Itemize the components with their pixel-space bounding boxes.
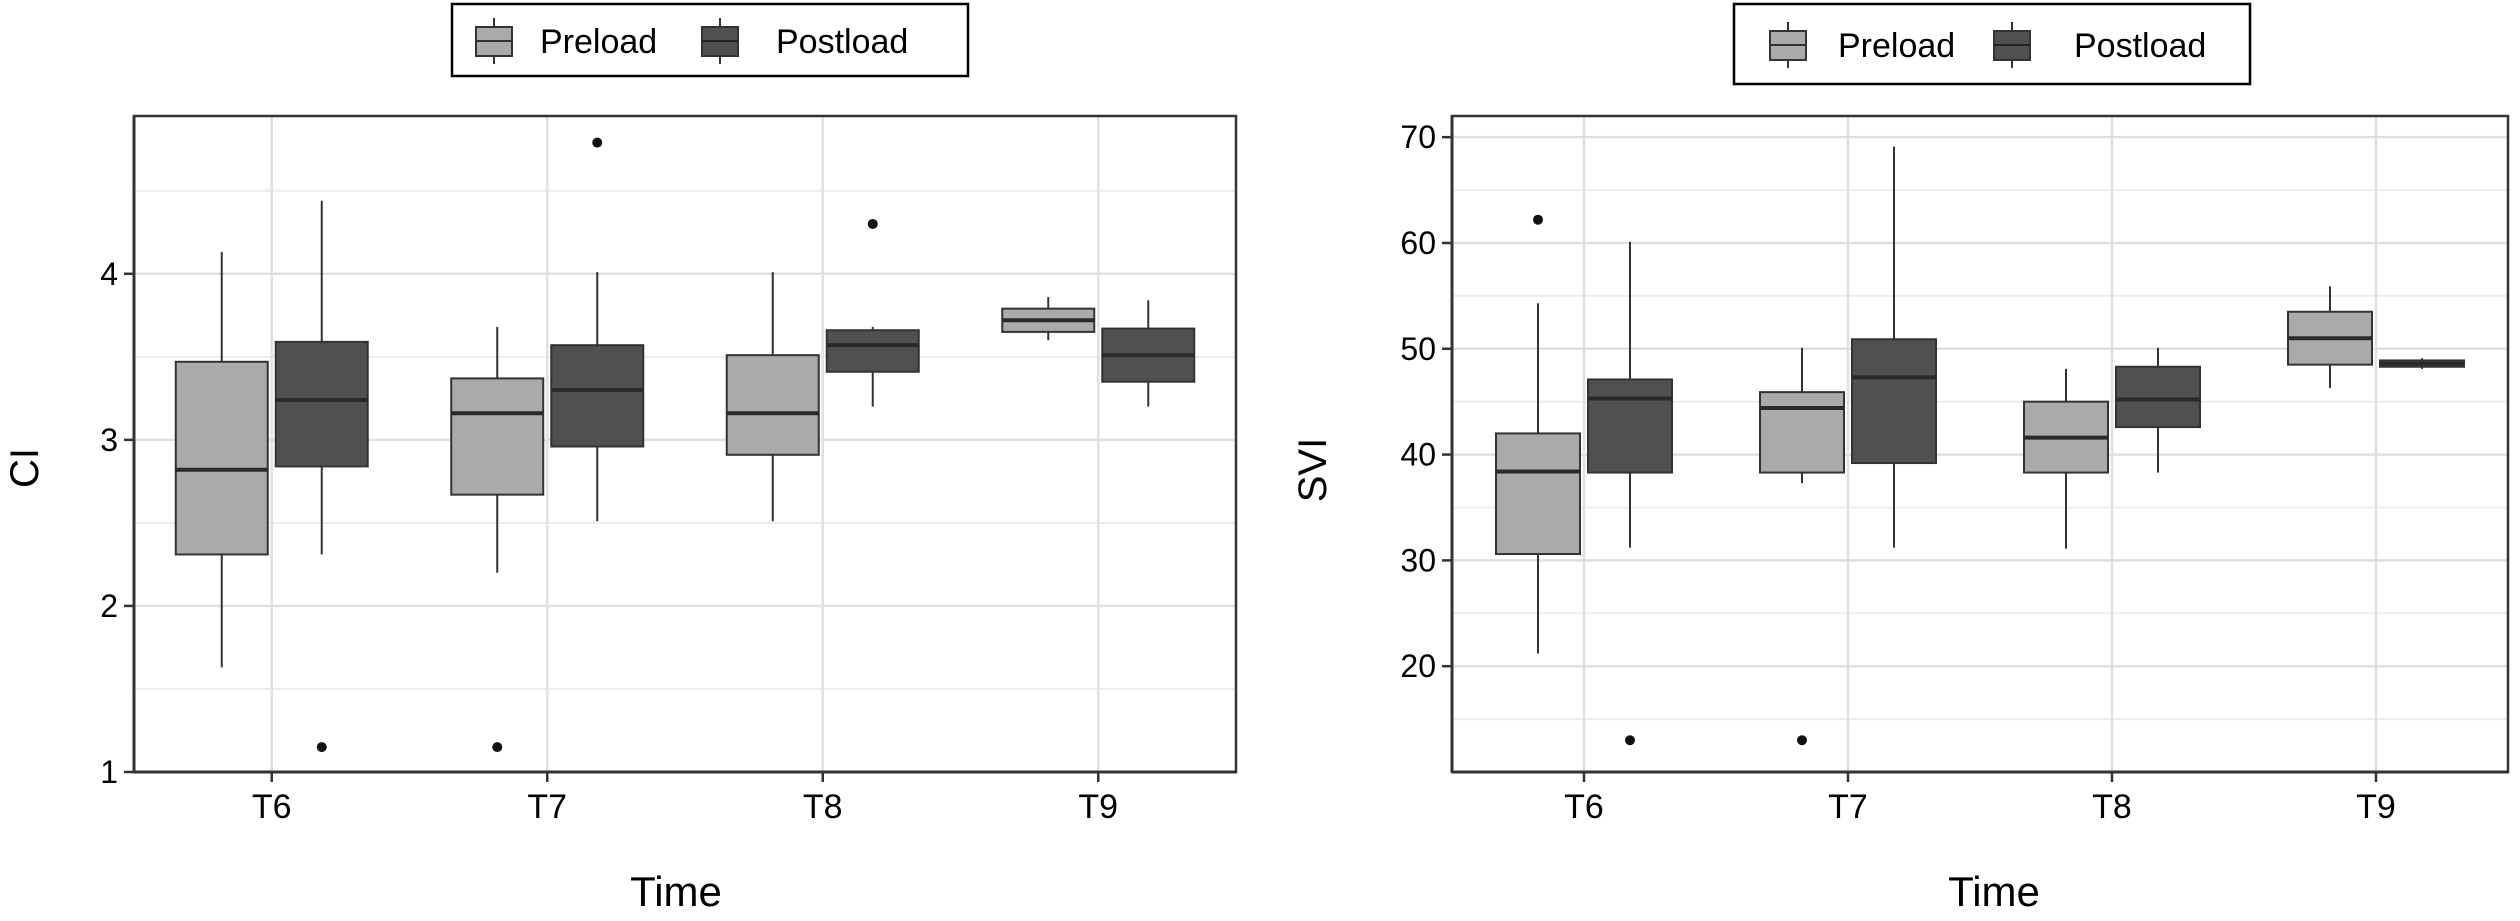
svi-box-preload-t7 <box>1759 347 1845 746</box>
svi-outlier-point <box>1797 735 1807 746</box>
ci-box-body <box>274 340 369 468</box>
svi-y-tick-label: 40 <box>1400 437 1436 473</box>
svi-panel-border <box>1450 114 2510 774</box>
ci-outlier-point <box>492 742 503 753</box>
ci-x-tick-label-t8: T8 <box>803 788 843 826</box>
ci-box-preload-t6 <box>174 252 269 668</box>
ci-outlier-point <box>867 218 878 229</box>
svi-box-postload-t9 <box>2379 358 2465 369</box>
ci-plot-area: 1 2 3 4 T6 T7 T8 T9 <box>100 114 1238 826</box>
svi-x-tick-label-t9: T9 <box>2356 788 2396 826</box>
ci-legend: Preload Postload <box>450 2 970 78</box>
svi-box-postload-t8 <box>2115 347 2201 473</box>
ci-outlier-point <box>316 742 327 753</box>
svi-plot-area: 20 30 40 50 60 70 T6 T7 T8 T9 <box>1400 114 2510 826</box>
svi-box-preload-t6 <box>1495 214 1581 654</box>
svi-x-axis-label: Time <box>1948 868 2040 915</box>
svi-legend-preload-label: Preload <box>1838 27 1955 65</box>
ci-y-tick-label: 2 <box>100 588 118 624</box>
ci-box-postload-t9 <box>1101 300 1196 407</box>
svi-x-tick-label-t7: T7 <box>1828 788 1868 826</box>
svi-box-body <box>2115 365 2201 429</box>
svi-box-body <box>1587 378 1673 474</box>
ci-box-preload-t9 <box>1001 297 1096 341</box>
ci-outlier-point <box>592 137 603 148</box>
ci-y-tick-label: 4 <box>100 256 118 292</box>
svi-box-body <box>1759 391 1845 474</box>
svi-box-body <box>1495 432 1581 556</box>
ci-panel-border <box>132 114 1238 774</box>
ci-box-preload-t8 <box>725 272 820 522</box>
svi-y-tick-label: 20 <box>1400 648 1436 684</box>
ci-legend-preload-label: Preload <box>540 23 657 61</box>
ci-box-body <box>450 377 545 496</box>
svi-outlier-point <box>1625 735 1635 746</box>
ci-y-tick-label: 1 <box>100 754 118 790</box>
svi-legend: Preload Postload <box>1732 2 2252 86</box>
ci-y-axis-label: CI <box>3 448 47 488</box>
svi-box-postload-t6 <box>1587 241 1673 746</box>
svi-y-axis-label: SVI <box>1291 438 1335 502</box>
ci-box-body <box>550 344 645 448</box>
ci-box-body <box>825 329 920 373</box>
svi-legend-frame <box>1732 2 2252 86</box>
svi-y-tick-label: 60 <box>1400 225 1436 261</box>
ci-x-tick-label-t6: T6 <box>252 788 292 826</box>
svi-outlier-point <box>1533 214 1543 225</box>
svi-box-preload-t9 <box>2287 286 2373 388</box>
ci-legend-postload-label: Postload <box>776 23 908 61</box>
svi-legend-postload-label: Postload <box>2074 27 2206 65</box>
svi-box-preload-t8 <box>2023 368 2109 549</box>
ci-box-postload-t8 <box>825 218 920 407</box>
svi-x-tick-label-t8: T8 <box>2092 788 2132 826</box>
ci-box-preload-t7 <box>450 326 545 753</box>
svi-y-tick-label: 70 <box>1400 119 1436 155</box>
ci-x-tick-label-t9: T9 <box>1078 788 1118 826</box>
svi-y-tick-label: 30 <box>1400 542 1436 578</box>
svi-y-tick-label: 50 <box>1400 331 1436 367</box>
ci-box-postload-t6 <box>274 200 369 753</box>
svi-x-tick-label-t6: T6 <box>1564 788 1604 826</box>
ci-y-tick-label: 3 <box>100 422 118 458</box>
svi-boxplot-panel: Preload Postload 20 30 40 50 60 70 T6 T7 T8 T9 SV… <box>1291 2 2510 915</box>
ci-box-postload-t7 <box>550 137 645 522</box>
svi-box-body <box>1851 338 1937 465</box>
ci-boxplot-panel: Preload Postload 1 2 3 4 T6 T7 T8 T9 CI Time <box>3 2 1238 915</box>
ci-x-axis-label: Time <box>630 868 722 915</box>
ci-box-body <box>725 354 820 456</box>
ci-x-tick-label-t7: T7 <box>527 788 567 826</box>
svi-box-postload-t7 <box>1851 146 1937 548</box>
ci-box-body <box>174 360 269 556</box>
